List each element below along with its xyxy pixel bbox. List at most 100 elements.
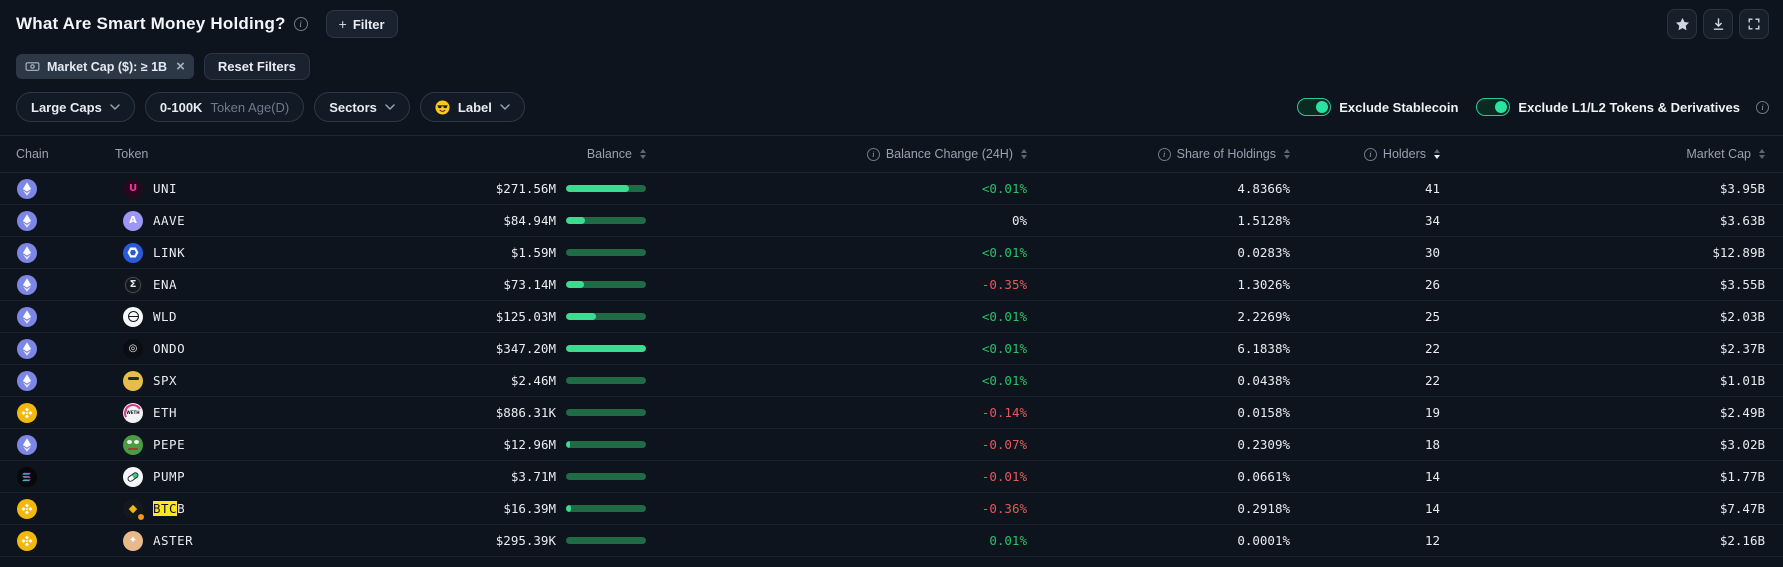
sort-icon bbox=[640, 149, 646, 159]
ethereum-chain-icon bbox=[17, 338, 37, 359]
share-of-holdings-cell: 2.2269% bbox=[1237, 309, 1290, 324]
chain-cell bbox=[16, 242, 115, 263]
favorite-button[interactable] bbox=[1667, 9, 1697, 39]
balance-cell: $347.20M bbox=[360, 341, 646, 356]
table-row[interactable]: WETH ETH $886.31K -0.14% 0.0158% 19 $2.49… bbox=[0, 397, 1783, 429]
balance-change-cell: -0.36% bbox=[981, 501, 1027, 516]
token-icon-aave: A bbox=[123, 210, 143, 231]
market-cap-cell: $3.63B bbox=[1719, 213, 1765, 228]
market-cap-cell: $3.95B bbox=[1719, 181, 1765, 196]
share-of-holdings-cell: 0.2309% bbox=[1237, 437, 1290, 452]
holders-cell: 14 bbox=[1424, 469, 1440, 484]
balance-value: $73.14M bbox=[503, 277, 556, 292]
remove-filter-icon[interactable]: × bbox=[176, 58, 185, 75]
token-cell: WLD bbox=[115, 306, 360, 327]
share-of-holdings-cell: 0.0001% bbox=[1237, 533, 1290, 548]
balance-bar bbox=[566, 505, 646, 512]
token-cell: PEPE bbox=[115, 434, 360, 455]
l1l2-info-icon[interactable]: i bbox=[1756, 100, 1769, 114]
market-cap-filter-chip[interactable]: Market Cap ($): ≥ 1B × bbox=[16, 54, 194, 79]
market-cap-cell: $12.89B bbox=[1712, 245, 1765, 260]
ethereum-chain-icon bbox=[17, 178, 37, 199]
sunglasses-emoji-icon bbox=[435, 99, 450, 115]
market-cap-cell: $2.03B bbox=[1719, 309, 1765, 324]
share-of-holdings-cell: 1.5128% bbox=[1237, 213, 1290, 228]
balance-change-cell: <0.01% bbox=[981, 341, 1027, 356]
market-cap-cell: $1.01B bbox=[1719, 373, 1765, 388]
filter-chips-row: Market Cap ($): ≥ 1B × Reset Filters bbox=[0, 43, 1783, 80]
token-cell: LINK bbox=[115, 242, 360, 263]
token-cell: ◎ ONDO bbox=[115, 338, 360, 359]
balance-change-cell: 0% bbox=[1011, 213, 1027, 228]
token-symbol: LINK bbox=[153, 245, 186, 260]
col-market-cap[interactable]: Market Cap bbox=[1440, 147, 1765, 161]
token-age-input[interactable]: 0-100K Token Age(D) bbox=[144, 92, 305, 122]
table-row[interactable]: A AAVE $84.94M 0% 1.5128% 34 $3.63B bbox=[0, 205, 1783, 237]
share-of-holdings-cell: 0.2918% bbox=[1237, 501, 1290, 516]
reset-filters-button[interactable]: Reset Filters bbox=[203, 53, 310, 80]
chevron-down-icon bbox=[500, 104, 510, 110]
balance-bar bbox=[566, 313, 646, 320]
balance-value: $125.03M bbox=[495, 309, 556, 324]
market-cap-size-dropdown[interactable]: Large Caps bbox=[16, 92, 135, 122]
table-row[interactable]: Σ ENA $73.14M -0.35% 1.3026% 26 $3.55B bbox=[0, 269, 1783, 301]
balance-bar bbox=[566, 377, 646, 384]
table-row[interactable]: U UNI $271.56M <0.01% 4.8366% 41 $3.95B bbox=[0, 173, 1783, 205]
toggle-switch[interactable] bbox=[1476, 98, 1511, 116]
balance-value: $12.96M bbox=[503, 437, 556, 452]
token-symbol: ENA bbox=[153, 277, 178, 292]
ethereum-chain-icon bbox=[17, 306, 37, 327]
table-row[interactable]: ◎ ONDO $347.20M <0.01% 6.1838% 22 $2.37B bbox=[0, 333, 1783, 365]
sort-icon-active-desc bbox=[1434, 149, 1440, 159]
table-row[interactable]: LINK $1.59M <0.01% 0.0283% 30 $12.89B bbox=[0, 237, 1783, 269]
star-icon bbox=[1675, 17, 1689, 30]
col-share-of-holdings[interactable]: i Share of Holdings bbox=[1027, 147, 1290, 161]
balance-change-cell: -0.07% bbox=[981, 437, 1027, 452]
exclude-stablecoin-toggle[interactable]: Exclude Stablecoin bbox=[1297, 98, 1458, 116]
title-info-icon[interactable]: i bbox=[293, 17, 308, 31]
token-icon-ena: Σ bbox=[123, 274, 143, 295]
market-cap-cell: $3.02B bbox=[1719, 437, 1765, 452]
table-row[interactable]: ◆ BTCB $16.39M -0.36% 0.2918% 14 $7.47B bbox=[0, 493, 1783, 525]
col-balance[interactable]: Balance bbox=[360, 147, 646, 161]
add-filter-button[interactable]: + Filter bbox=[325, 10, 398, 38]
balance-cell: $73.14M bbox=[360, 277, 646, 292]
balance-change-cell: -0.14% bbox=[981, 405, 1027, 420]
balance-bar bbox=[566, 409, 646, 416]
token-icon-link bbox=[123, 242, 143, 263]
col-balance-change[interactable]: i Balance Change (24H) bbox=[646, 147, 1027, 161]
balance-bar bbox=[566, 345, 646, 352]
share-of-holdings-cell: 1.3026% bbox=[1237, 277, 1290, 292]
chain-cell bbox=[16, 402, 115, 423]
balance-bar bbox=[566, 249, 646, 256]
table-row[interactable]: WLD $125.03M <0.01% 2.2269% 25 $2.03B bbox=[0, 301, 1783, 333]
toggle-group: Exclude Stablecoin Exclude L1/L2 Tokens … bbox=[1297, 98, 1769, 116]
balance-change-info-icon[interactable]: i bbox=[866, 147, 880, 161]
header-bar: What Are Smart Money Holding? i + Filter bbox=[0, 0, 1783, 43]
ethereum-chain-icon bbox=[17, 210, 37, 231]
chevron-down-icon bbox=[385, 104, 395, 110]
token-cell: WETH ETH bbox=[115, 401, 360, 424]
exclude-l1l2-toggle[interactable]: Exclude L1/L2 Tokens & Derivatives i bbox=[1476, 98, 1769, 116]
token-icon-spx bbox=[123, 370, 143, 391]
sectors-dropdown[interactable]: Sectors bbox=[314, 92, 410, 122]
share-of-holdings-cell: 4.8366% bbox=[1237, 181, 1290, 196]
table-row[interactable]: PUMP $3.71M -0.01% 0.0661% 14 $1.77B bbox=[0, 461, 1783, 493]
holders-info-icon[interactable]: i bbox=[1363, 147, 1377, 161]
token-cell: ✦ ASTER bbox=[115, 530, 360, 551]
market-cap-cell: $2.16B bbox=[1719, 533, 1765, 548]
download-button[interactable] bbox=[1703, 9, 1733, 39]
balance-change-cell: <0.01% bbox=[981, 181, 1027, 196]
fullscreen-button[interactable] bbox=[1739, 9, 1769, 39]
toggle-switch[interactable] bbox=[1297, 98, 1332, 116]
holders-cell: 12 bbox=[1424, 533, 1440, 548]
holders-cell: 22 bbox=[1424, 373, 1440, 388]
col-holders[interactable]: i Holders bbox=[1290, 147, 1440, 161]
holders-cell: 34 bbox=[1424, 213, 1440, 228]
table-row[interactable]: ✦ ASTER $295.39K 0.01% 0.0001% 12 $2.16B bbox=[0, 525, 1783, 557]
label-dropdown[interactable]: Label bbox=[419, 92, 525, 122]
share-info-icon[interactable]: i bbox=[1157, 147, 1171, 161]
table-row[interactable]: SPX $2.46M <0.01% 0.0438% 22 $1.01B bbox=[0, 365, 1783, 397]
token-cell: Σ ENA bbox=[115, 274, 360, 295]
table-row[interactable]: PEPE $12.96M -0.07% 0.2309% 18 $3.02B bbox=[0, 429, 1783, 461]
